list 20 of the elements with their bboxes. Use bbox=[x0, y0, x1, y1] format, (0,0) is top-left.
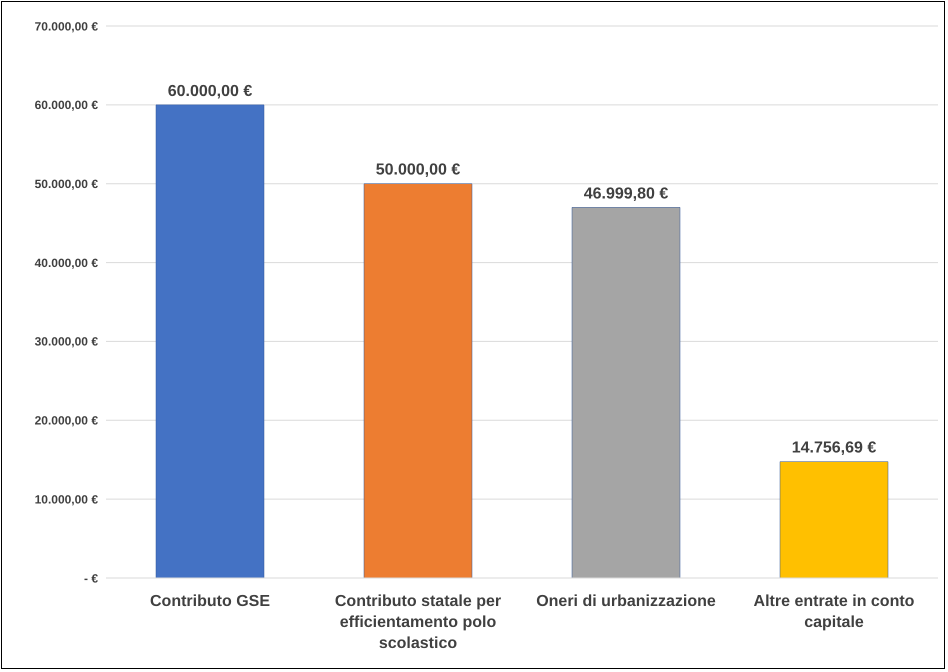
x-tick-label: Altre entrate in conto capitale bbox=[754, 593, 915, 631]
bar bbox=[364, 183, 472, 578]
y-tick-label: 20.000,00 € bbox=[34, 414, 98, 428]
data-label: 50.000,00 € bbox=[376, 162, 460, 179]
y-tick-label: 30.000,00 € bbox=[34, 334, 98, 349]
bar bbox=[572, 207, 680, 578]
y-tick-label: - € bbox=[84, 571, 98, 586]
y-tick-label: 50.000,00 € bbox=[34, 176, 98, 191]
x-tick-label: Contributo GSE bbox=[150, 593, 270, 610]
data-label: 60.000,00 € bbox=[168, 82, 252, 100]
y-tick-label: 40.000,00 € bbox=[34, 256, 98, 270]
x-tick-label: Oneri di urbanizzazione bbox=[536, 593, 716, 610]
y-tick-label: 60.000,00 € bbox=[34, 98, 98, 112]
data-label: 46.999,80 € bbox=[584, 185, 668, 202]
bar bbox=[156, 104, 264, 578]
data-label: 14.756,69 € bbox=[792, 440, 876, 457]
x-tick-label: Contributo statale per efficientamento polo scolastico bbox=[334, 593, 502, 652]
y-tick-label: 70.000,00 € bbox=[34, 19, 98, 34]
y-tick-label: 10.000,00 € bbox=[34, 492, 98, 506]
bar bbox=[780, 461, 888, 578]
